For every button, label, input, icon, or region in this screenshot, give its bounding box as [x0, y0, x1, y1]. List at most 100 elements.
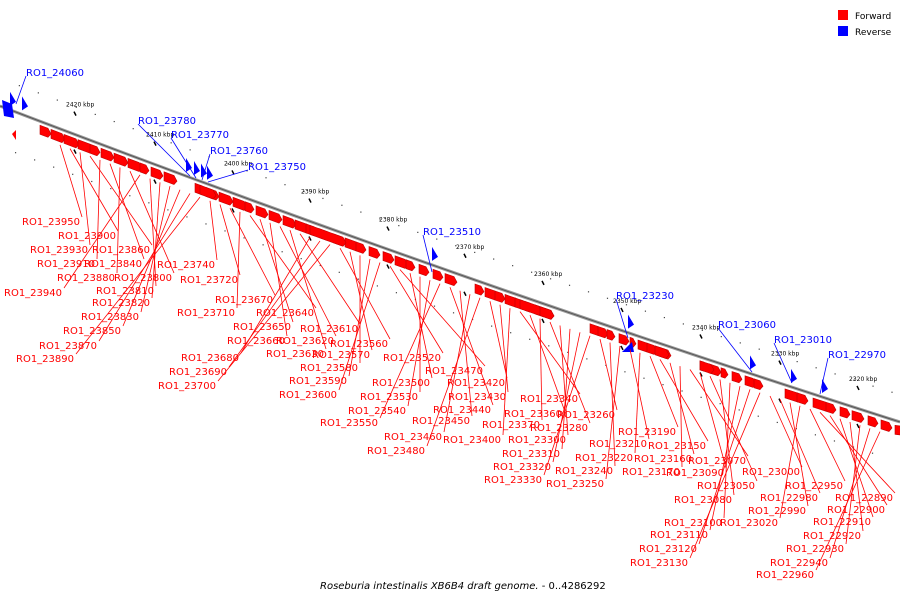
leader-line — [228, 240, 321, 368]
reverse-gene-arrow — [2, 100, 14, 118]
leader-line — [170, 137, 197, 179]
scale-dot — [548, 345, 550, 347]
gene-label-text: RO1_22930 — [786, 544, 844, 555]
gene-label-text: RO1_23450 — [412, 416, 470, 427]
leader-line — [217, 244, 331, 382]
reverse-gene-arrow — [10, 91, 16, 106]
gene-label: RO1_23600 — [279, 262, 381, 401]
leader-line — [201, 153, 211, 181]
leader-line — [209, 200, 218, 261]
forward-genes — [12, 124, 900, 436]
gene-label: RO1_23680 — [181, 237, 311, 364]
gene-label: RO1_22970 — [819, 350, 886, 395]
gene-label-text: RO1_23510 — [423, 227, 481, 238]
kbp-tick: 2350 kbp — [613, 298, 641, 351]
gene-label-text: RO1_23590 — [289, 376, 347, 387]
kbp-tick: 2330 kbp — [771, 351, 799, 403]
scale-dot — [758, 348, 760, 350]
gene-label-text: RO1_23690 — [169, 367, 227, 378]
leader-line — [634, 352, 641, 454]
leader-line — [149, 178, 157, 287]
gene-label-text: RO1_23890 — [16, 354, 74, 365]
leader-line — [422, 234, 433, 273]
gene-label: RO1_23340 — [519, 311, 581, 405]
gene-label-text: RO1_23950 — [22, 217, 80, 228]
forward-gene-block — [355, 241, 367, 254]
gene-label-text: RO1_23630 — [266, 349, 324, 360]
gene-label-text: RO1_23300 — [508, 435, 566, 446]
scale-dot — [53, 166, 55, 168]
kbp-tick-mark — [620, 345, 624, 351]
scale-dot — [452, 312, 455, 314]
scale-dot — [129, 195, 131, 197]
forward-gene-block — [618, 333, 630, 346]
gene-label-text: RO1_23050 — [697, 481, 755, 492]
leader-line — [559, 325, 569, 436]
leader-line — [69, 148, 119, 232]
gene-label: RO1_23500 — [372, 273, 433, 389]
leader-line — [839, 418, 874, 518]
legend-label: Forward — [855, 12, 891, 22]
gene-label-text: RO1_23600 — [279, 390, 337, 401]
gene-label-text: RO1_23460 — [384, 432, 442, 443]
scale-dot — [701, 329, 703, 331]
leader-line — [249, 215, 317, 309]
scale-dot — [319, 264, 321, 267]
scale-dot — [871, 452, 874, 454]
forward-gene-block — [880, 419, 893, 432]
scale-dot — [360, 211, 362, 213]
scale-dot — [587, 291, 590, 293]
leader-line — [389, 265, 444, 354]
gene-label-text: RO1_23620 — [276, 336, 334, 347]
gene-label-text: RO1_23130 — [630, 558, 688, 569]
leader-line — [539, 318, 543, 421]
kbp-tick-mark — [778, 398, 782, 403]
kbp-tick-mark — [699, 334, 703, 339]
scale-dot — [682, 323, 684, 325]
gene-label: RO1_23300 — [508, 325, 569, 446]
gene-label: RO1_22920 — [803, 421, 864, 542]
scale-dot — [357, 278, 359, 280]
kbp-tick: 2380 kbp — [379, 217, 407, 269]
scale-dot — [246, 170, 248, 172]
gene-label: RO1_23050 — [697, 376, 758, 492]
scale-dot — [757, 415, 759, 417]
gene-label: RO1_23240 — [555, 342, 616, 477]
scale-dot — [262, 244, 264, 246]
gene-label: RO1_23160 — [634, 362, 695, 465]
scale-dot — [300, 258, 302, 260]
scale-dot — [395, 292, 398, 294]
gene-label-text: RO1_23870 — [39, 341, 97, 352]
scale-dot — [56, 99, 58, 101]
forward-gene-block — [597, 326, 609, 339]
leader-line — [459, 290, 473, 417]
gene-label: RO1_23000 — [742, 395, 803, 478]
scale-dot — [834, 373, 836, 375]
scale-dot — [739, 342, 741, 344]
kbp-tick: 2370 kbp — [456, 244, 484, 297]
gene-label-text: RO1_23110 — [650, 530, 708, 541]
kbp-tick-mark — [308, 236, 312, 241]
gene-label-text: RO1_23120 — [639, 544, 697, 555]
scale-dot — [549, 278, 552, 280]
kbp-tick-mark — [153, 141, 157, 146]
gene-label-text: RO1_23190 — [618, 427, 676, 438]
gene-label-text: RO1_22990 — [748, 506, 806, 517]
gene-label: RO1_23010 — [773, 335, 832, 384]
leader-line — [109, 163, 145, 260]
forward-gene-block — [382, 251, 395, 264]
leader-line — [449, 287, 494, 406]
gene-label: RO1_23760 — [201, 146, 268, 181]
scale-dot — [75, 106, 77, 108]
leader-line — [605, 345, 621, 480]
gene-label-text: RO1_23400 — [443, 435, 501, 446]
legend-label: Reverse — [855, 28, 892, 38]
scale-dot — [872, 385, 874, 387]
scale-dot — [205, 223, 207, 225]
gene-label: RO1_23020 — [720, 405, 801, 529]
kbp-tick-label: 2350 kbp — [613, 298, 641, 305]
kbp-tick-mark — [308, 198, 312, 203]
scale-dot — [853, 379, 855, 381]
leader-line — [379, 283, 441, 419]
